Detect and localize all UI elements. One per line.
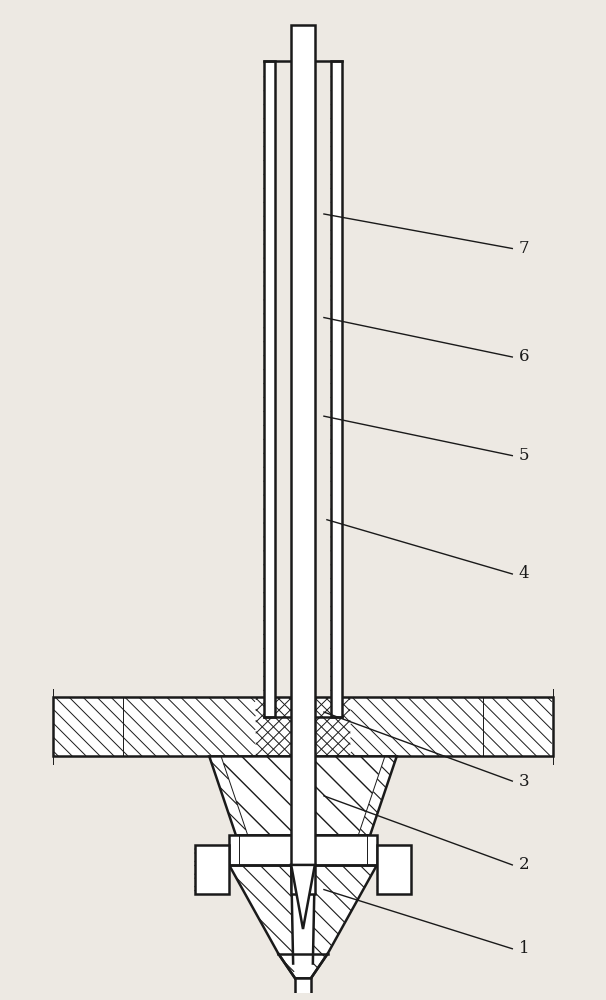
Text: 3: 3 [519,773,530,790]
Bar [229,835,377,865]
Text: 6: 6 [519,348,530,365]
Bar [291,25,315,894]
Bar [377,845,411,894]
Bar [295,978,311,998]
Polygon shape [229,865,377,978]
Text: 4: 4 [519,565,530,582]
Polygon shape [291,865,315,929]
Bar [53,697,553,756]
Polygon shape [209,756,397,835]
Text: 5: 5 [519,447,530,464]
Bar [264,61,275,717]
Bar [331,61,342,717]
Text: 1: 1 [519,940,530,957]
Bar [195,845,229,894]
Text: 7: 7 [519,240,530,257]
Text: 2: 2 [519,856,530,873]
